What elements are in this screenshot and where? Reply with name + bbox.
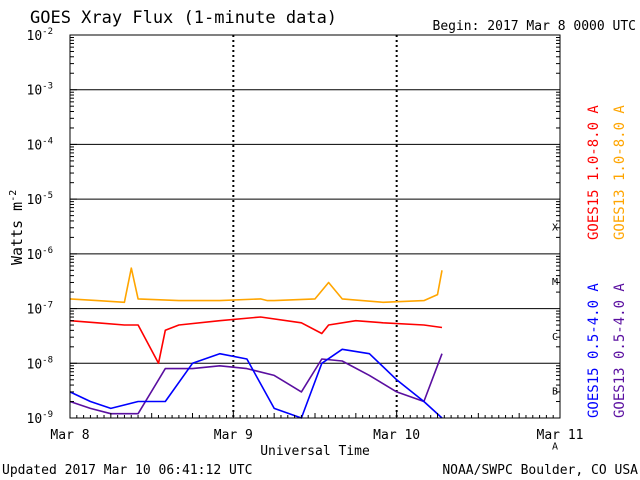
- series-line: [69, 267, 443, 304]
- grid-lines: [70, 34, 560, 419]
- flare-class-label: B: [552, 387, 558, 398]
- credit: NOAA/SWPC Boulder, CO USA: [442, 463, 638, 478]
- y-tick-label: 10-6: [27, 246, 54, 263]
- y-tick-label: 10-5: [27, 191, 54, 208]
- y-axis-ticks: 10-9 10-8 10-7 10-6 10-5 10-4 10-3 10-2: [27, 27, 560, 427]
- legend-goes15-short: GOES15 0.5-4.0 A: [586, 283, 602, 418]
- y-tick-label: 10-3: [27, 82, 54, 99]
- flare-class-labels: X M C B A: [552, 223, 558, 453]
- y-axis-label: Watts m-2: [8, 190, 26, 265]
- x-tick-label: Mar 10: [373, 428, 420, 443]
- y-tick-label: 10-9: [27, 410, 54, 427]
- flare-class-label: A: [552, 441, 558, 452]
- flare-class-label: X: [552, 223, 558, 234]
- series-line: [69, 353, 443, 415]
- legend-goes13-long: GOES13 1.0-8.0 A: [612, 105, 628, 240]
- x-tick-label: Mar 9: [214, 428, 253, 443]
- x-tick-label: Mar 11: [537, 428, 584, 443]
- x-axis-ticks: Mar 8 Mar 9 Mar 10 Mar 11: [50, 410, 583, 443]
- y-tick-label: 10-2: [27, 27, 54, 44]
- y-tick-label: 10-8: [27, 355, 54, 372]
- data-series: [69, 267, 443, 419]
- series-line: [69, 348, 443, 419]
- y-tick-label: 10-7: [27, 301, 54, 318]
- flare-class-label: C: [552, 332, 558, 343]
- updated-time: Updated 2017 Mar 10 06:41:12 UTC: [2, 463, 252, 478]
- y-tick-label: 10-4: [27, 136, 54, 153]
- series-line: [69, 316, 443, 365]
- x-axis-label: Universal Time: [260, 444, 370, 459]
- x-tick-label: Mar 8: [50, 428, 89, 443]
- flare-class-label: M: [552, 277, 558, 288]
- chart-title: GOES Xray Flux (1-minute data): [30, 8, 337, 28]
- legend-goes13-short: GOES13 0.5-4.0 A: [612, 283, 628, 418]
- day-separators: [232, 35, 398, 418]
- begin-time: Begin: 2017 Mar 8 0000 UTC: [433, 19, 637, 34]
- legend-goes15-long: GOES15 1.0-8.0 A: [586, 105, 602, 240]
- plot-area: [70, 35, 560, 418]
